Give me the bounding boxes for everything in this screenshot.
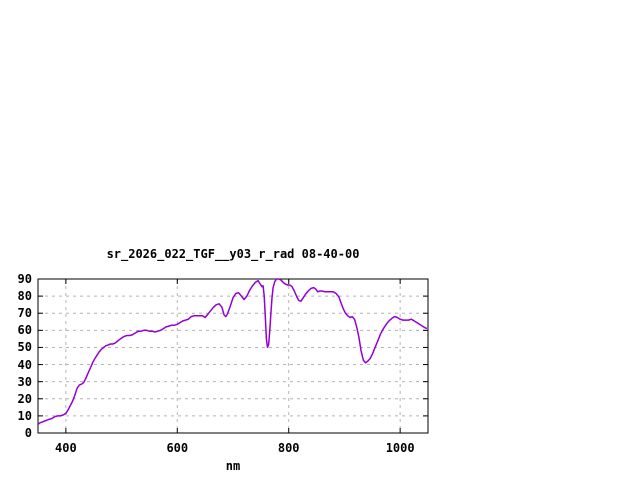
spectral-curve bbox=[37, 278, 428, 425]
y-tick-label: 90 bbox=[17, 272, 32, 286]
y-tick-label: 80 bbox=[17, 289, 32, 304]
x-tick-label: 600 bbox=[166, 441, 189, 455]
plot-border bbox=[37, 278, 429, 434]
x-tick-label: 1000 bbox=[385, 441, 415, 455]
y-tick-label: 10 bbox=[17, 408, 32, 423]
y-tick-label: 20 bbox=[17, 391, 32, 406]
x-tick-label: 400 bbox=[55, 441, 77, 455]
y-tick-label: 30 bbox=[17, 374, 32, 389]
y-tick-label: 40 bbox=[17, 357, 32, 372]
y-tick-label: 60 bbox=[17, 323, 32, 338]
y-tick-label: 70 bbox=[17, 306, 32, 321]
chart-title: sr_2026_022_TGF__y03_r_rad 08-40-00 bbox=[106, 247, 360, 261]
y-tick-label: 0 bbox=[24, 426, 32, 440]
x-tick-label: 800 bbox=[277, 441, 300, 455]
x-axis-label: nm bbox=[225, 459, 241, 473]
y-tick-label: 50 bbox=[17, 340, 32, 355]
